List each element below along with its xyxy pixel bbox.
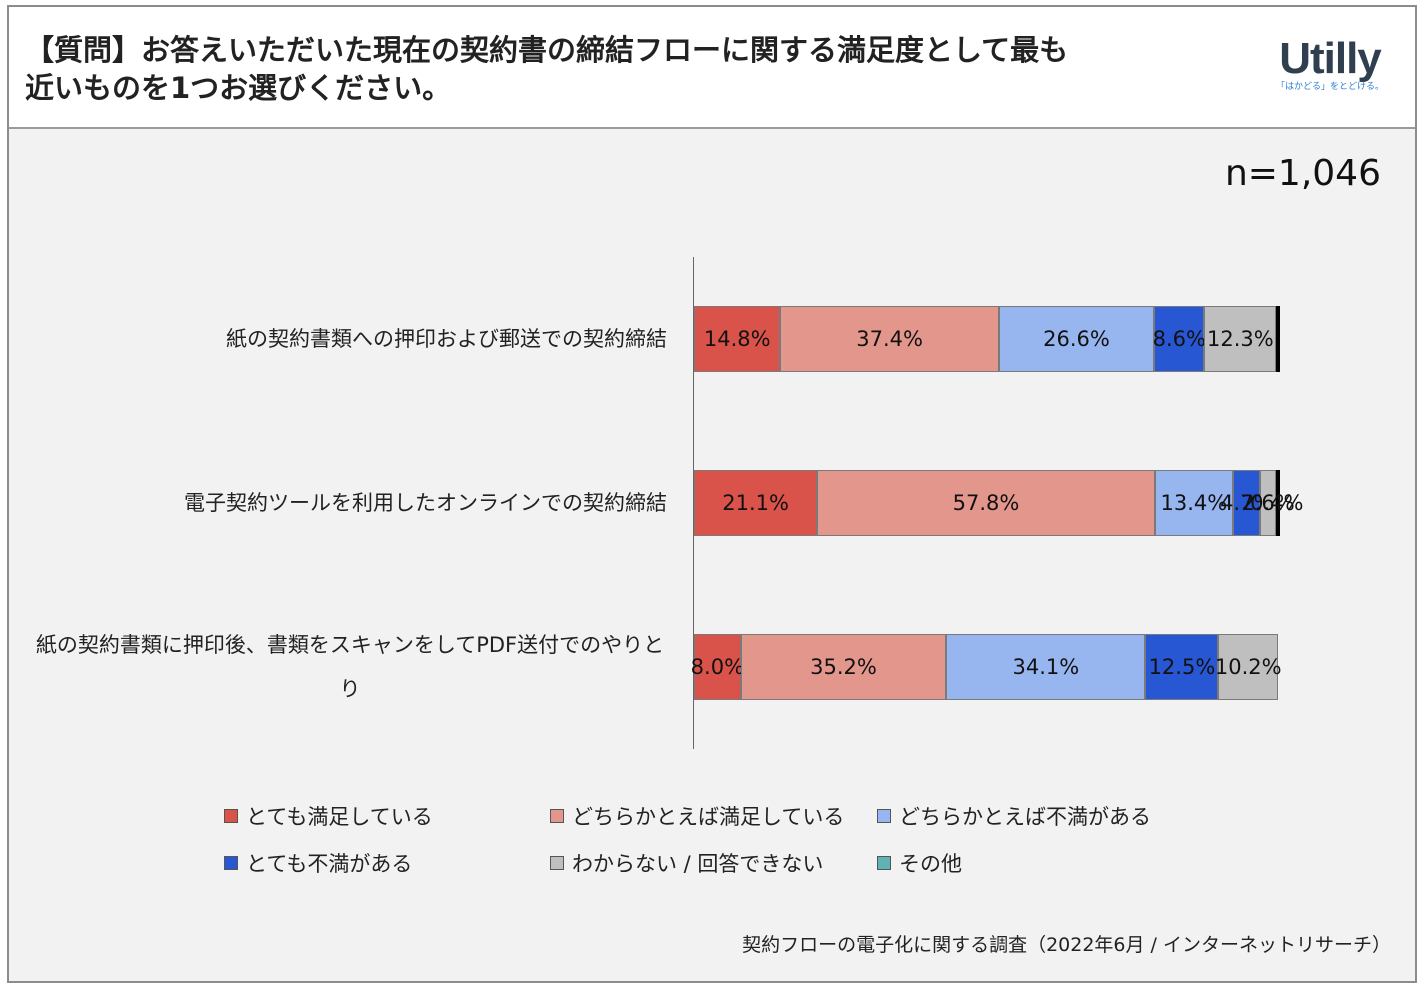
data-label-2-0: 8.0% xyxy=(690,655,745,679)
legend-swatch-1 xyxy=(550,809,564,823)
legend-item-5: その他 xyxy=(877,848,962,878)
legend-label-5: その他 xyxy=(899,852,962,876)
legend-label-1: どちらかとえば満足している xyxy=(572,805,845,829)
bar-segment-0-3 xyxy=(1154,306,1205,372)
legend-swatch-5 xyxy=(877,856,891,870)
bar-segment-1-4 xyxy=(1260,470,1276,536)
category-label-0: 紙の契約書類への押印および郵送での契約締結 xyxy=(226,327,667,351)
data-label-0-3: 8.6% xyxy=(1152,327,1206,351)
data-label-1-1: 57.8% xyxy=(952,491,1020,515)
title-line-2: 近いものを1つお選びください。 xyxy=(25,71,452,105)
chart-panel: n=1,046 紙の契約書類への押印および郵送での契約締結 電子契約ツールを利用… xyxy=(9,129,1415,981)
category-label-2: 紙の契約書類に押印後、書類をスキャンをしてPDF送付でのやりとり xyxy=(35,633,665,701)
bar-segment-2-2 xyxy=(946,634,1146,700)
legend-item-4: わからない / 回答できない xyxy=(550,848,823,878)
legend-label-2: どちらかとえば不満がある xyxy=(899,805,1151,829)
data-label-0-4: 12.3% xyxy=(1206,327,1274,351)
bar-segment-2-4 xyxy=(1218,634,1278,700)
data-label-1-2: 13.4% xyxy=(1160,491,1228,515)
chart-title: 【質問】お答えいただいた現在の契約書の締結フローに関する満足度として最も 近いも… xyxy=(25,31,1225,107)
legend-swatch-0 xyxy=(224,809,238,823)
bar-segment-0-4 xyxy=(1204,306,1277,372)
bar-segment-2-1 xyxy=(740,634,947,700)
legend-label-0: とても満足している xyxy=(246,805,433,829)
data-label-0-1: 37.4% xyxy=(856,327,923,351)
legend-item-1: どちらかとえば満足している xyxy=(550,801,844,831)
bar-segment-1-2 xyxy=(1154,470,1234,536)
data-label-2-4: 10.2% xyxy=(1214,655,1282,679)
bar-segment-2-3 xyxy=(1145,634,1219,700)
utilly-logo: Utilly 「はかどる」をとどける。 xyxy=(1271,37,1389,93)
legend-label-3: とても不満がある xyxy=(246,852,413,876)
bar-segment-1-5 xyxy=(1275,470,1280,536)
bar-segment-0-5 xyxy=(1276,306,1281,372)
data-label-0-2: 26.6% xyxy=(1043,327,1110,351)
data-label-1-4: 2.6% xyxy=(1241,491,1295,515)
title-line-1: 【質問】お答えいただいた現在の契約書の締結フローに関する満足度として最も xyxy=(25,33,1069,67)
legend-swatch-4 xyxy=(550,856,564,870)
header: 【質問】お答えいただいた現在の契約書の締結フローに関する満足度として最も 近いも… xyxy=(9,7,1415,129)
chart-frame: 【質問】お答えいただいた現在の契約書の締結フローに関する満足度として最も 近いも… xyxy=(7,5,1417,983)
legend-swatch-3 xyxy=(224,856,238,870)
sample-size: n=1,046 xyxy=(1224,153,1381,194)
bar-segment-2-0 xyxy=(694,634,741,700)
legend-item-2: どちらかとえば不満がある xyxy=(877,801,1151,831)
legend-swatch-2 xyxy=(877,809,891,823)
bar-segment-0-2 xyxy=(998,306,1155,372)
source-note: 契約フローの電子化に関する調査（2022年6月 / インターネットリサーチ） xyxy=(742,934,1391,956)
data-label-2-3: 12.5% xyxy=(1148,655,1216,679)
logo-wordmark: Utilly xyxy=(1279,34,1382,83)
bar-segment-0-1 xyxy=(780,306,999,372)
legend-item-3: とても不満がある xyxy=(224,848,412,878)
bar-segment-1-1 xyxy=(817,470,1155,536)
data-label-2-1: 35.2% xyxy=(810,655,877,679)
logo-tagline: 「はかどる」をとどける。 xyxy=(1275,82,1384,92)
legend-label-4: わからない / 回答できない xyxy=(572,852,824,876)
data-label-2-2: 34.1% xyxy=(1012,655,1080,679)
category-label-1: 電子契約ツールを利用したオンラインでの契約締結 xyxy=(184,491,667,515)
bar-segment-0-0 xyxy=(694,306,781,372)
bar-segment-1-0 xyxy=(694,470,818,536)
bar-segment-1-3 xyxy=(1233,470,1261,536)
data-label-1-0: 21.1% xyxy=(722,491,789,515)
data-label-0-0: 14.8% xyxy=(703,327,771,351)
legend-item-0: とても満足している xyxy=(224,801,433,831)
y-axis-line xyxy=(693,257,694,749)
data-label-1-5: 0.4% xyxy=(1250,491,1304,515)
